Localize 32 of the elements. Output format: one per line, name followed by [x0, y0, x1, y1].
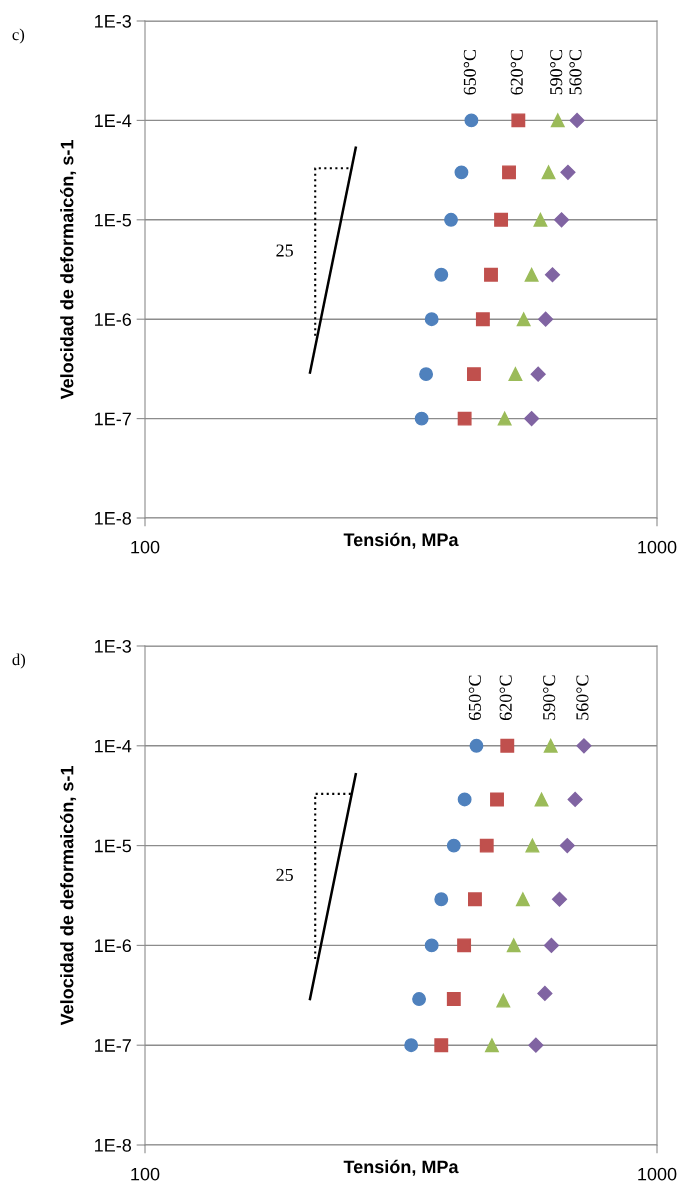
y-tick-label: 1E-3 — [95, 14, 132, 28]
chart-title: d) — [12, 653, 26, 669]
x-axis-title: Tensión, MPa — [343, 1159, 459, 1176]
y-tick-label: 1E-6 — [95, 313, 132, 326]
y-axis-title: Velocidad de deformaicón, s-1 — [60, 766, 77, 1026]
y-tick-label: 1E-7 — [95, 1039, 131, 1052]
x-tick-label: 1000 — [638, 540, 677, 554]
text: 560°C — [569, 50, 582, 95]
text: 590°C — [550, 50, 563, 95]
y-axis-title: Velocidad de deformaicón, s-1 — [60, 140, 77, 400]
y-tick-label: 1E-4 — [95, 739, 132, 753]
chart-title: c) — [12, 28, 25, 44]
text: 650°C — [463, 50, 476, 95]
x-tick-label: 100 — [131, 1167, 160, 1181]
y-tick-label: 1E-4 — [95, 114, 132, 127]
annotation: 25 — [276, 244, 293, 257]
text: 620°C — [499, 675, 512, 721]
y-tick-label: 1E-8 — [95, 1138, 132, 1152]
y-tick-label: 1E-5 — [95, 213, 132, 227]
x-tick-label: 1000 — [638, 1167, 677, 1181]
y-tick-label: 1E-5 — [95, 839, 132, 853]
text: 650°C — [468, 675, 481, 721]
y-tick-label: 1E-8 — [95, 511, 132, 525]
y-tick-label: 1E-3 — [95, 639, 132, 653]
text: 620°C — [510, 50, 523, 95]
x-axis-title: Tensión, MPa — [343, 532, 459, 549]
text: 560°C — [576, 675, 589, 720]
annotation: 25 — [276, 868, 293, 881]
y-tick-label: 1E-7 — [95, 412, 131, 426]
text: 590°C — [543, 675, 556, 720]
x-tick-label: 100 — [131, 540, 160, 554]
y-tick-label: 1E-6 — [95, 939, 132, 953]
